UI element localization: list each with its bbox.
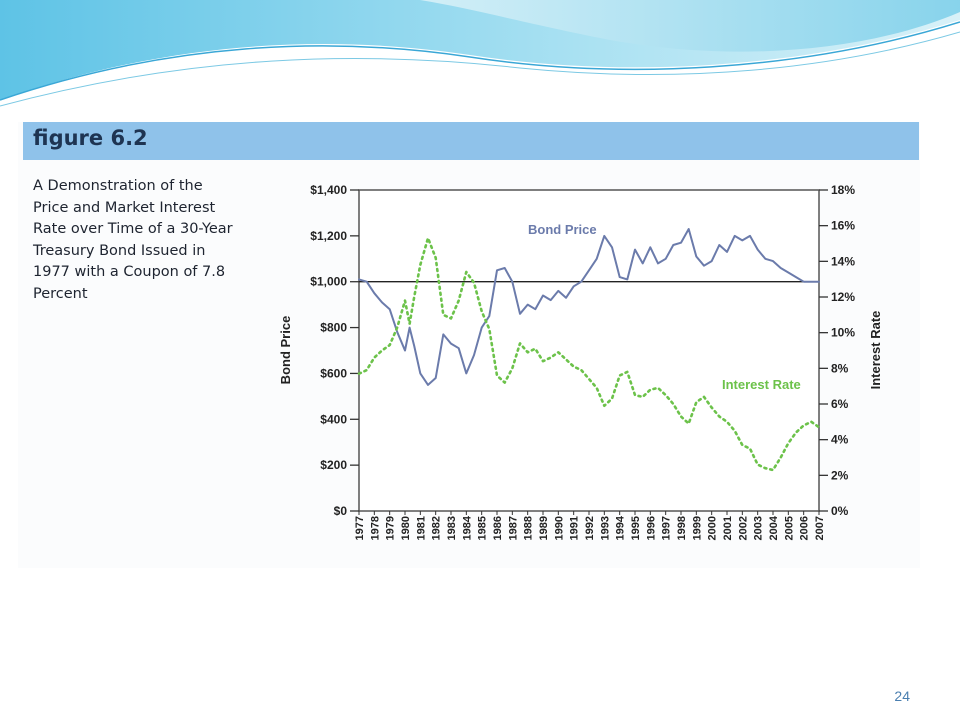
x-tick-label: 1997	[661, 516, 673, 540]
x-tick-label: 1985	[477, 516, 489, 540]
interest-rate-series-label: Interest Rate	[722, 377, 801, 392]
x-tick-label: 1989	[538, 516, 550, 540]
x-tick-label: 1984	[461, 515, 473, 540]
y2-tick-label: 16%	[831, 219, 855, 233]
x-tick-label: 2004	[768, 515, 780, 540]
x-tick-label: 1986	[492, 516, 504, 540]
y2-tick-label: 8%	[831, 361, 849, 375]
y-tick-label: $1,000	[310, 275, 347, 289]
x-tick-label: 1981	[415, 516, 427, 540]
left-axis-ticks: $0 $200 $400 $600 $800 $1,000 $1,200 $1,400	[310, 183, 359, 518]
y-tick-label: $1,400	[310, 183, 347, 197]
x-tick-label: 2005	[783, 516, 795, 540]
y-tick-label: $1,200	[310, 229, 347, 243]
y-axis-title: Bond Price	[278, 316, 293, 385]
y2-tick-label: 14%	[831, 254, 855, 268]
bond-price-series-label: Bond Price	[528, 222, 597, 237]
page-number: 24	[894, 688, 910, 704]
x-tick-label: 1978	[369, 516, 381, 540]
x-tick-label: 2007	[814, 516, 826, 540]
y-tick-label: $600	[320, 366, 347, 380]
x-tick-label: 1977	[354, 516, 366, 540]
x-tick-label: 2002	[737, 516, 749, 540]
x-tick-label: 1990	[553, 516, 565, 540]
figure-caption: A Demonstration of the Price and Market …	[33, 178, 233, 302]
right-axis-ticks: 0% 2% 4% 6% 8% 10% 12% 14% 16% 18%	[819, 183, 855, 518]
interest-rate-line	[357, 236, 821, 472]
bond-price-line	[358, 228, 820, 386]
x-tick-label: 1991	[569, 516, 581, 540]
x-tick-label: 1982	[431, 516, 443, 540]
x-axis-ticks: 1977 1978 1979 1980 1981 1982 1983 1984 1985 1986…	[354, 511, 826, 540]
y-tick-label: $200	[320, 458, 347, 472]
header-wave-decoration	[0, 0, 960, 107]
y2-tick-label: 4%	[831, 433, 849, 447]
y2-tick-label: 12%	[831, 290, 855, 304]
plot-area	[358, 189, 820, 512]
y2-tick-label: 10%	[831, 326, 855, 340]
x-tick-label: 2001	[722, 516, 734, 540]
x-tick-label: 2000	[707, 516, 719, 540]
plot-frame	[358, 189, 820, 512]
y-tick-label: $400	[320, 412, 347, 426]
y-tick-label: $0	[334, 504, 348, 518]
x-tick-label: 1988	[523, 516, 535, 540]
x-tick-label: 1999	[691, 516, 703, 540]
y2-tick-label: 2%	[831, 468, 849, 482]
x-tick-label: 2006	[799, 516, 811, 540]
y2-tick-label: 6%	[831, 397, 849, 411]
x-tick-label: 1992	[584, 516, 596, 540]
y2-axis-title: Interest Rate	[868, 311, 883, 390]
figure-header-band: figure 6.2	[23, 122, 919, 160]
figure-title: figure 6.2	[33, 126, 148, 150]
x-tick-label: 1993	[599, 516, 611, 540]
y2-tick-label: 0%	[831, 504, 849, 518]
x-tick-label: 1983	[446, 516, 458, 540]
x-tick-label: 2003	[753, 516, 765, 540]
x-tick-label: 1980	[400, 516, 412, 540]
x-tick-label: 1998	[676, 516, 688, 540]
x-tick-label: 1994	[615, 515, 627, 540]
y2-tick-label: 18%	[831, 183, 855, 197]
x-tick-label: 1996	[645, 516, 657, 540]
series-lines	[357, 228, 821, 472]
x-tick-label: 1979	[385, 516, 397, 540]
x-tick-label: 1995	[630, 516, 642, 540]
x-tick-label: 1987	[507, 516, 519, 540]
y-tick-label: $800	[320, 321, 347, 335]
